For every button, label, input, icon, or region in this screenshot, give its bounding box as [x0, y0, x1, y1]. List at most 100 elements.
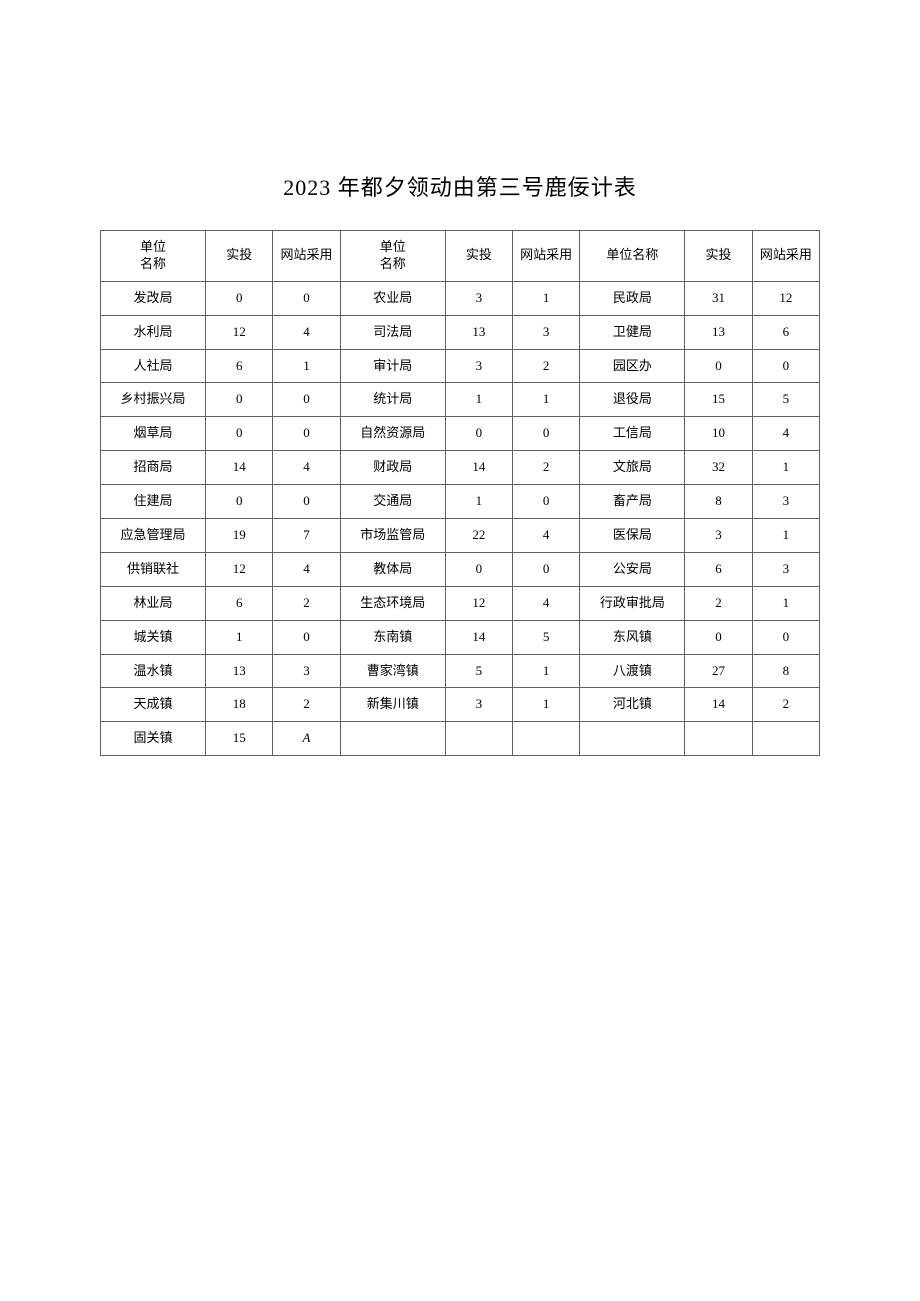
table-cell: 0 [513, 485, 580, 519]
header-cell: 网站采用 [273, 231, 340, 282]
table-cell: 3 [513, 315, 580, 349]
table-cell: 交通局 [340, 485, 445, 519]
table-cell: 13 [206, 654, 273, 688]
table-cell: 退役局 [580, 383, 685, 417]
table-row: 温水镇133曹家湾镇51八渡镇278 [101, 654, 820, 688]
table-row: 人社局61审计局32园区办00 [101, 349, 820, 383]
table-cell: 民政局 [580, 281, 685, 315]
table-cell: 5 [513, 620, 580, 654]
header-cell: 单位名称 [101, 231, 206, 282]
table-header: 单位名称 实投 网站采用 单位名称 实投 网站采用 单位名称 实投 网站采用 [101, 231, 820, 282]
table-cell: 曹家湾镇 [340, 654, 445, 688]
table-cell: 0 [685, 620, 752, 654]
table-cell: 司法局 [340, 315, 445, 349]
table-cell: 0 [273, 383, 340, 417]
table-cell: 2 [513, 451, 580, 485]
table-cell: 行政审批局 [580, 586, 685, 620]
table-cell: 1 [513, 281, 580, 315]
table-row: 发改局00农业局31民政局3112 [101, 281, 820, 315]
table-row: 水利局124司法局133卫健局136 [101, 315, 820, 349]
table-cell: 8 [685, 485, 752, 519]
page-container: 2023 年都夕领动由第三号鹿佞计表 单位名称 实投 网站采用 单位名称 实投 … [0, 0, 920, 816]
table-cell [445, 722, 512, 756]
table-cell [752, 722, 819, 756]
table-cell: 3 [445, 349, 512, 383]
header-cell: 实投 [685, 231, 752, 282]
table-cell: 自然资源局 [340, 417, 445, 451]
table-cell: 住建局 [101, 485, 206, 519]
table-cell: 统计局 [340, 383, 445, 417]
table-cell: 东风镇 [580, 620, 685, 654]
table-cell: A [273, 722, 340, 756]
table-cell: 1 [752, 519, 819, 553]
table-row: 烟草局00自然资源局00工信局104 [101, 417, 820, 451]
table-cell: 12 [752, 281, 819, 315]
table-cell [685, 722, 752, 756]
table-cell: 八渡镇 [580, 654, 685, 688]
header-cell: 单位名称 [340, 231, 445, 282]
table-cell: 14 [445, 620, 512, 654]
table-cell: 13 [445, 315, 512, 349]
table-cell: 14 [685, 688, 752, 722]
table-cell: 15 [206, 722, 273, 756]
table-cell: 4 [273, 451, 340, 485]
table-cell: 1 [513, 383, 580, 417]
table-cell: 5 [445, 654, 512, 688]
table-cell: 招商局 [101, 451, 206, 485]
table-cell: 6 [206, 586, 273, 620]
table-cell: 卫健局 [580, 315, 685, 349]
table-cell: 温水镇 [101, 654, 206, 688]
table-cell: 31 [685, 281, 752, 315]
header-cell: 实投 [445, 231, 512, 282]
table-cell: 乡村振兴局 [101, 383, 206, 417]
table-cell: 0 [752, 349, 819, 383]
table-cell: 4 [273, 552, 340, 586]
table-cell: 6 [206, 349, 273, 383]
table-body: 发改局00农业局31民政局3112水利局124司法局133卫健局136人社局61… [101, 281, 820, 755]
table-cell: 5 [752, 383, 819, 417]
table-cell: 市场监管局 [340, 519, 445, 553]
table-row: 天成镇182新集川镇31河北镇142 [101, 688, 820, 722]
table-cell: 1 [513, 654, 580, 688]
header-cell: 单位名称 [580, 231, 685, 282]
table-cell: 8 [752, 654, 819, 688]
table-cell: 河北镇 [580, 688, 685, 722]
table-cell: 林业局 [101, 586, 206, 620]
table-cell: 4 [273, 315, 340, 349]
table-cell: 3 [752, 552, 819, 586]
table-cell: 4 [752, 417, 819, 451]
table-cell: 2 [685, 586, 752, 620]
table-cell: 18 [206, 688, 273, 722]
table-cell: 0 [273, 485, 340, 519]
table-cell: 生态环境局 [340, 586, 445, 620]
table-cell: 发改局 [101, 281, 206, 315]
table-row: 住建局00交通局10畜产局83 [101, 485, 820, 519]
table-cell: 1 [273, 349, 340, 383]
table-cell: 1 [752, 586, 819, 620]
table-cell: 27 [685, 654, 752, 688]
table-cell: 财政局 [340, 451, 445, 485]
table-cell: 公安局 [580, 552, 685, 586]
table-cell: 4 [513, 586, 580, 620]
table-cell: 供销联社 [101, 552, 206, 586]
table-cell: 12 [445, 586, 512, 620]
table-cell: 6 [685, 552, 752, 586]
table-cell: 2 [273, 688, 340, 722]
table-cell: 0 [206, 485, 273, 519]
header-row: 单位名称 实投 网站采用 单位名称 实投 网站采用 单位名称 实投 网站采用 [101, 231, 820, 282]
table-cell: 6 [752, 315, 819, 349]
table-cell: 畜产局 [580, 485, 685, 519]
table-cell: 0 [206, 281, 273, 315]
table-cell: 天成镇 [101, 688, 206, 722]
table-cell: 文旅局 [580, 451, 685, 485]
table-cell: 3 [273, 654, 340, 688]
table-cell: 10 [685, 417, 752, 451]
table-cell [513, 722, 580, 756]
table-cell: 7 [273, 519, 340, 553]
table-cell: 0 [513, 552, 580, 586]
table-cell: 1 [445, 485, 512, 519]
table-cell: 22 [445, 519, 512, 553]
page-title: 2023 年都夕领动由第三号鹿佞计表 [100, 170, 820, 202]
header-cell: 网站采用 [752, 231, 819, 282]
table-cell: 14 [445, 451, 512, 485]
